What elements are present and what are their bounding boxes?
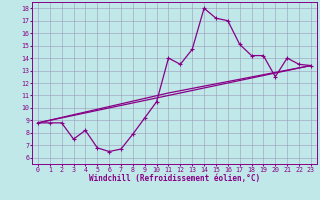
X-axis label: Windchill (Refroidissement éolien,°C): Windchill (Refroidissement éolien,°C) xyxy=(89,174,260,183)
